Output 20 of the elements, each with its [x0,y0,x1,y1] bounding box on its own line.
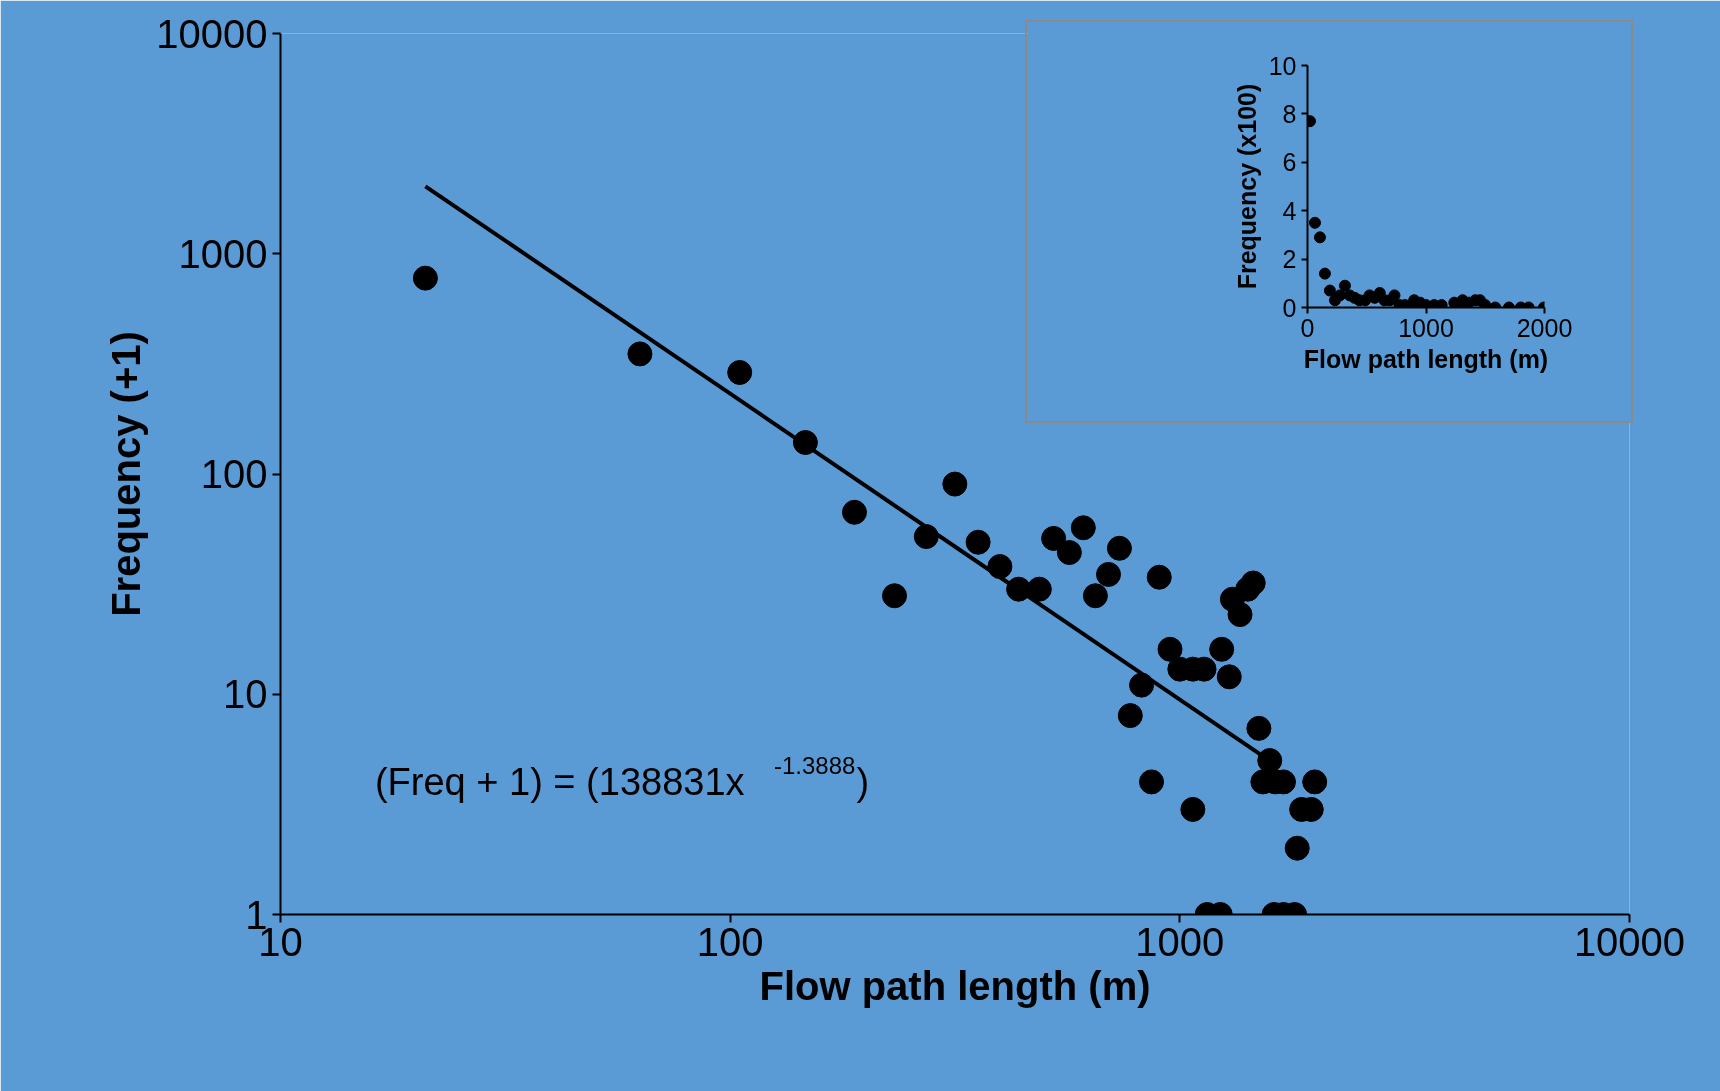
y-tick-label: 8 [1282,99,1297,128]
y-axis-title: Frequency (+1) [104,331,149,617]
x-tick-label: 10000 [1573,919,1686,964]
y-tick-label: 6 [1282,148,1297,177]
x-axis-title: Flow path length (m) [759,963,1151,1008]
y-tick-label: 10 [223,672,268,717]
y-axis-title: Frequency (x100) [1232,83,1261,290]
x-tick-label: 100 [696,919,764,964]
y-tick-label: 10 [1268,51,1297,80]
x-tick-label: 1000 [1135,919,1225,964]
x-tick-label: 1000 [1398,313,1454,342]
y-tick-label: 4 [1282,196,1297,225]
y-tick-label: 100 [200,452,268,496]
y-tick-label: 10000 [156,11,268,56]
y-tick-label: 1000 [178,231,268,276]
y-tick-label: 2 [1282,245,1297,274]
y-tick-label: 0 [1282,293,1297,322]
x-tick-label: 2000 [1516,313,1573,342]
x-axis-title: Flow path length (m) [1303,344,1549,373]
x-tick-label: 0 [1300,313,1315,342]
